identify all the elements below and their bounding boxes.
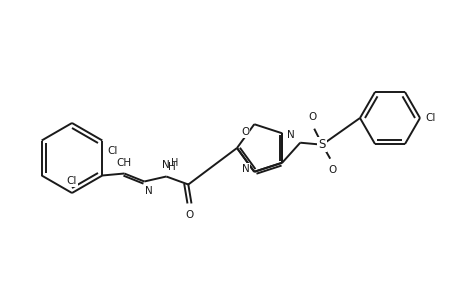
Text: CH: CH <box>117 158 132 167</box>
Text: O: O <box>185 209 193 220</box>
Text: S: S <box>318 138 325 151</box>
Text: N: N <box>286 130 294 140</box>
Text: Cl: Cl <box>67 176 77 186</box>
Text: N: N <box>145 187 153 196</box>
Text: Cl: Cl <box>107 146 118 155</box>
Text: N: N <box>241 164 249 174</box>
Text: H: H <box>171 158 178 167</box>
Text: N: N <box>162 160 170 170</box>
Text: H: H <box>168 161 176 172</box>
Text: O: O <box>327 165 336 175</box>
Text: O: O <box>241 127 249 137</box>
Text: Cl: Cl <box>424 113 434 123</box>
Text: O: O <box>308 112 316 122</box>
